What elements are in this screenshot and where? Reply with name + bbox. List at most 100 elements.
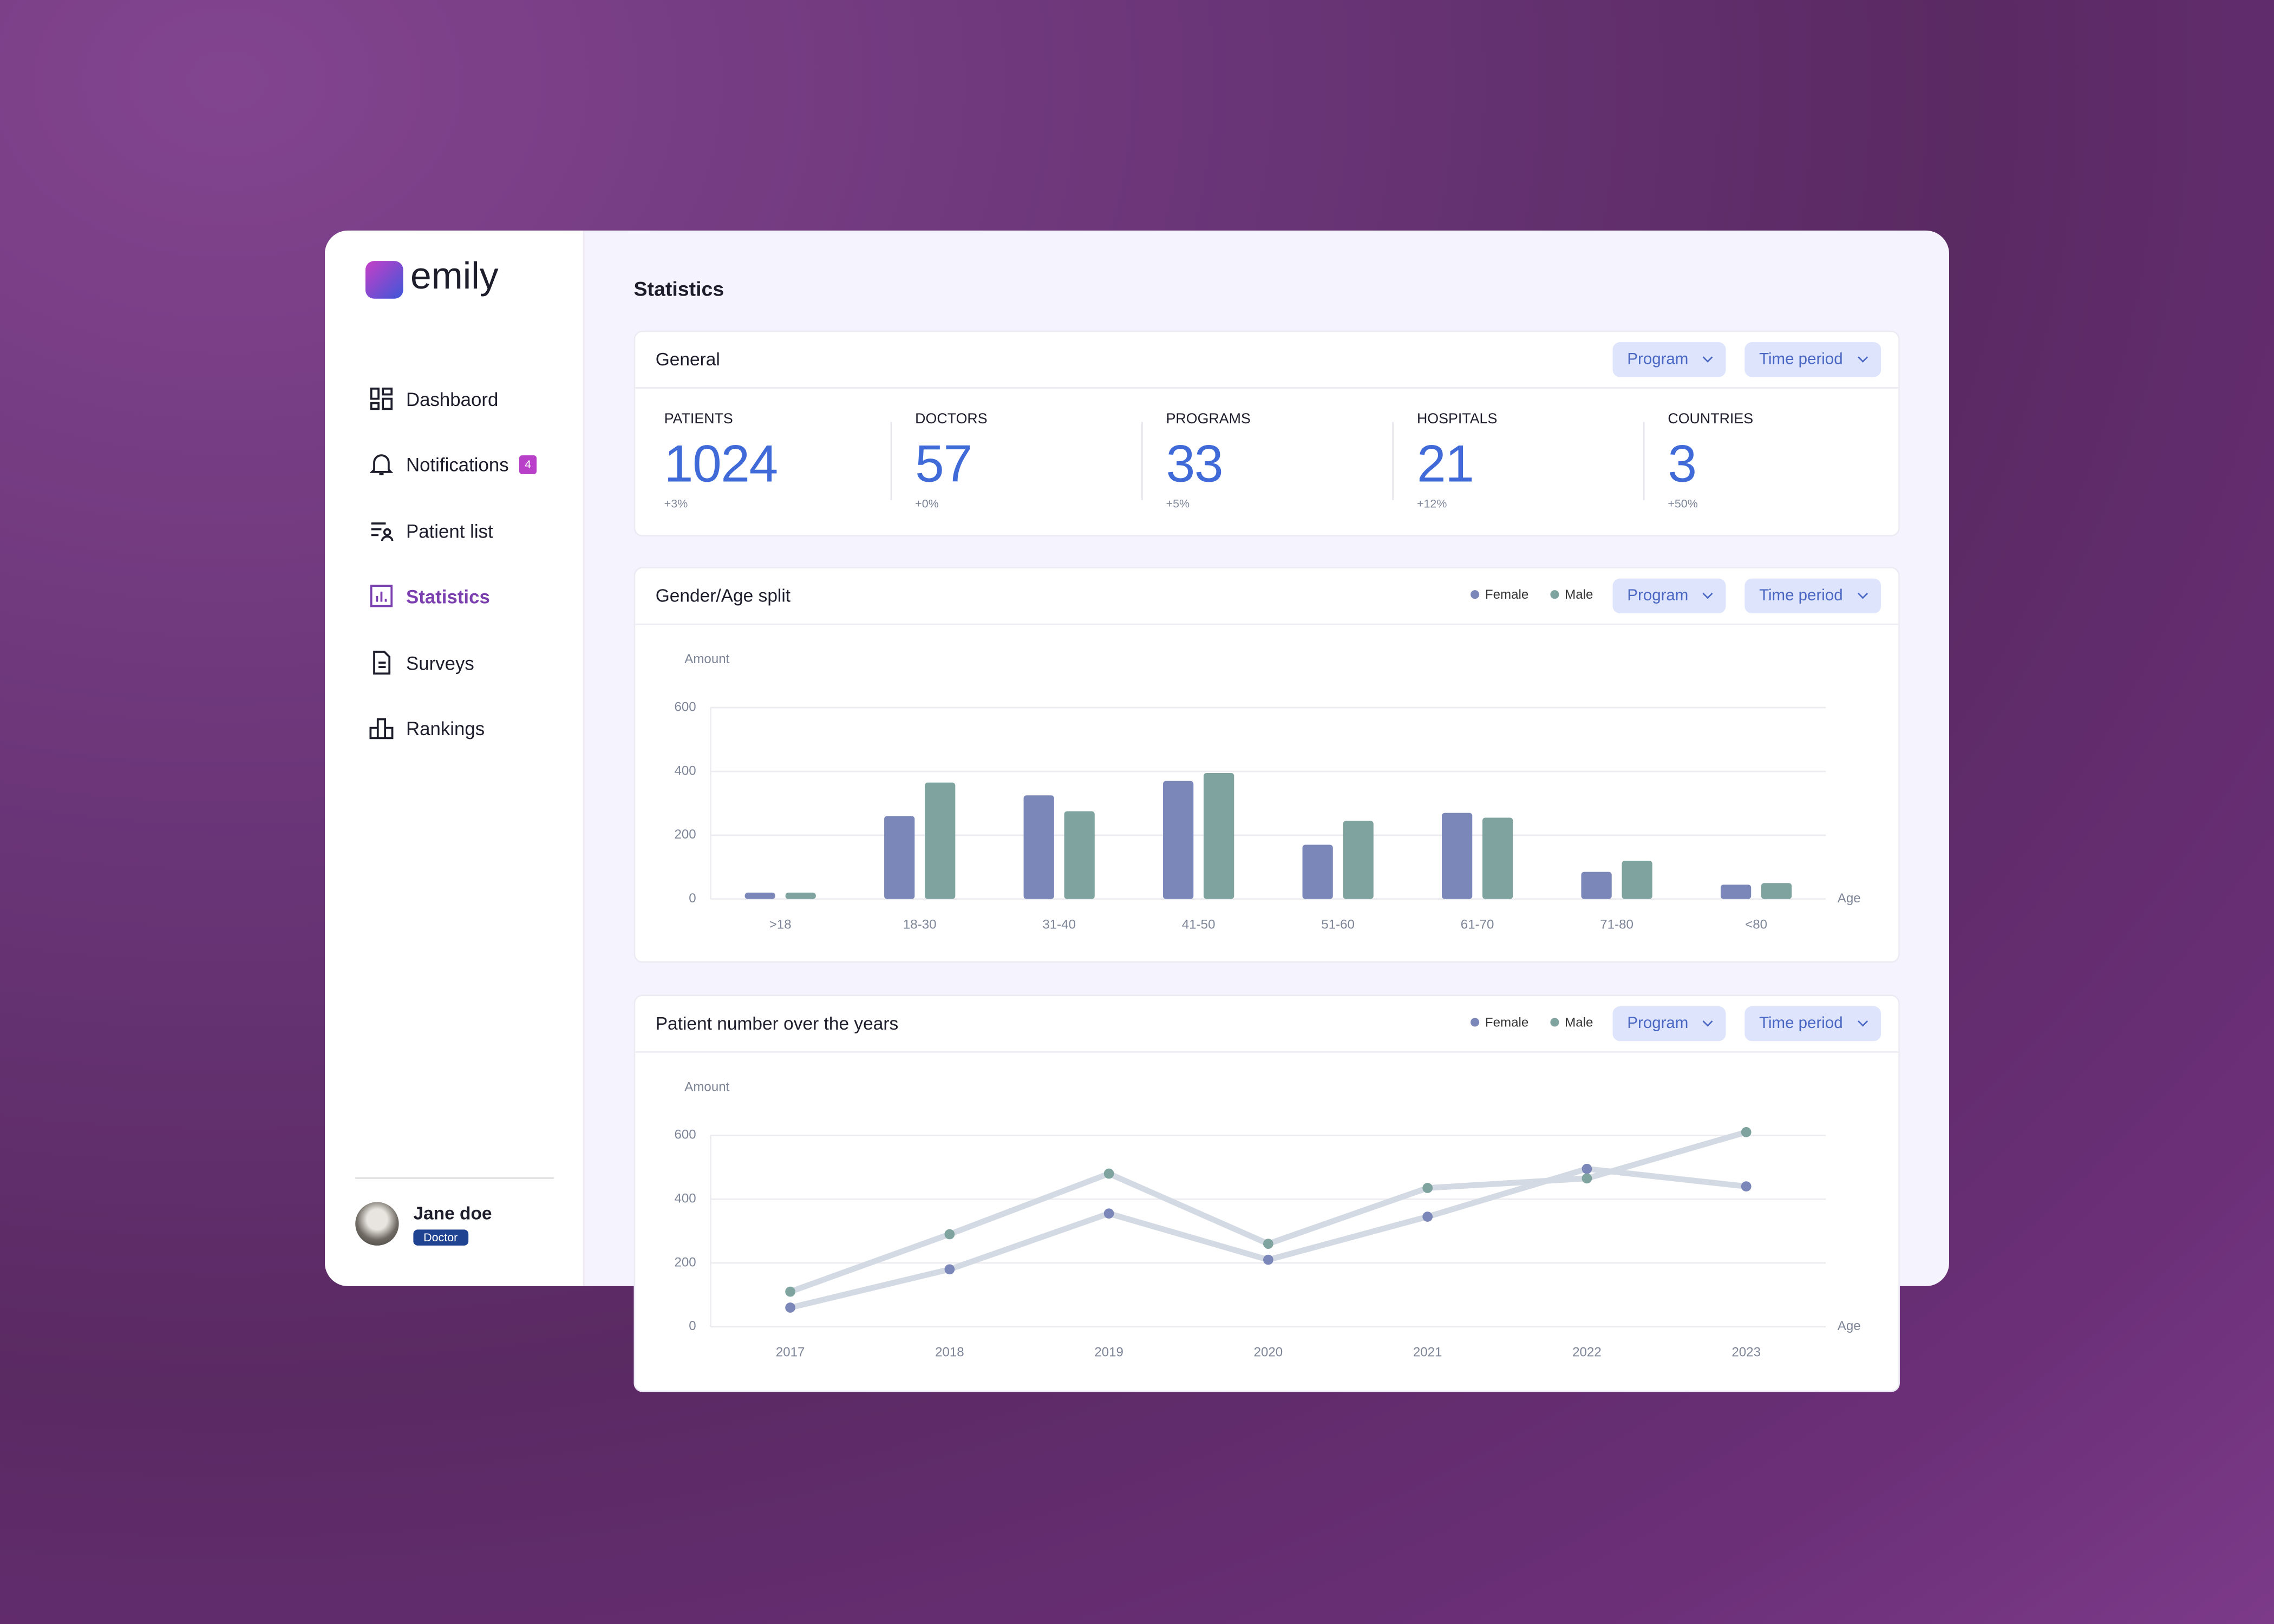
- y-tick-label: 400: [675, 763, 696, 778]
- legend-dot: [1550, 590, 1559, 599]
- point: [1103, 1208, 1114, 1219]
- x-tick-label: 71-80: [1600, 917, 1633, 932]
- stat-divider: [1141, 422, 1143, 501]
- stat-label: PATIENTS: [664, 411, 733, 428]
- x-axis-label: Age: [1838, 891, 1861, 906]
- point: [1582, 1173, 1592, 1184]
- stat-divider: [1392, 422, 1394, 501]
- nav-label: Patient list: [406, 520, 493, 542]
- stat-label: PROGRAMS: [1166, 411, 1251, 428]
- panel-title: Gender/Age split: [655, 586, 791, 606]
- nav-item[interactable]: Patient list: [368, 516, 493, 546]
- bar: [1622, 860, 1652, 899]
- nav-label: Notifications: [406, 453, 509, 475]
- filter-dropdown[interactable]: Program: [1612, 342, 1727, 377]
- stat-change: +0%: [915, 497, 939, 510]
- filter-dropdown[interactable]: Time period: [1744, 1006, 1881, 1042]
- stat-divider: [890, 422, 892, 501]
- icon: [370, 387, 393, 410]
- y-axis-label: Amount: [684, 652, 729, 666]
- chart: Amount Age 0 200 400 600 2017 2018 2019 2020 2021 2…: [675, 1079, 1861, 1359]
- bar: [1442, 813, 1473, 899]
- stat-change: +12%: [1416, 497, 1447, 510]
- line: [789, 1129, 1747, 1295]
- chart-panel: Amount Age 0 200 400 600 2017 2018 2019 2020 2021 2…: [633, 994, 1900, 1392]
- divider: [355, 1177, 554, 1179]
- point: [1263, 1239, 1273, 1249]
- x-tick-label: 61-70: [1461, 917, 1494, 932]
- x-tick-label: 2022: [1572, 1345, 1602, 1359]
- user-role: Doctor: [413, 1229, 468, 1246]
- x-tick-label: 51-60: [1321, 917, 1355, 932]
- bar: [744, 892, 775, 899]
- page-title: Statistics: [633, 277, 724, 300]
- bar: [1204, 772, 1234, 899]
- bar: [925, 782, 956, 899]
- icon: [370, 585, 393, 607]
- legend-dot: [1471, 590, 1480, 599]
- point: [1263, 1254, 1273, 1265]
- x-tick-label: 2018: [935, 1345, 964, 1359]
- x-tick-label: 41-50: [1182, 917, 1216, 932]
- filter-dropdown[interactable]: Time period: [1744, 342, 1881, 377]
- x-tick-label: <80: [1745, 917, 1767, 932]
- panel-title: General: [655, 349, 720, 370]
- icon: [369, 454, 394, 475]
- stat-change: +50%: [1668, 497, 1698, 510]
- legend-label: Male: [1565, 587, 1593, 602]
- x-tick-label: 2021: [1413, 1345, 1442, 1359]
- general-panel: General Program Time period PATIENTS 1024…: [633, 330, 1900, 537]
- bar: [785, 892, 816, 899]
- icon: [373, 651, 391, 675]
- stat: HOSPITALS 21 +12%: [1417, 412, 1497, 510]
- logo-text: emily: [410, 253, 499, 298]
- nav-item[interactable]: Notifications 4: [368, 449, 537, 479]
- nav-item[interactable]: Surveys: [368, 648, 474, 677]
- y-axis-label: Amount: [684, 1079, 729, 1094]
- sidebar: emily Dashbaord Notifications 4 Patient l…: [324, 230, 585, 1286]
- x-tick-label: 31-40: [1042, 917, 1076, 932]
- nav-item[interactable]: Dashbaord: [368, 384, 498, 414]
- point: [1422, 1183, 1433, 1193]
- user-name: Jane doe: [413, 1203, 492, 1224]
- stat-value: 1024: [664, 433, 779, 493]
- chart-panel: Amount Age 0 200 400 600 >18 18-30 31-40 41-50 51-…: [633, 567, 1900, 963]
- filter-dropdown[interactable]: Time period: [1744, 578, 1881, 614]
- stat-divider: [1643, 422, 1645, 501]
- x-tick-label: 2019: [1094, 1345, 1123, 1359]
- logo-icon: [365, 261, 403, 299]
- chart: Amount Age 0 200 400 600 >18 18-30 31-40 41-50 51-…: [675, 652, 1861, 932]
- nav-label: Statistics: [406, 585, 490, 607]
- point: [1103, 1168, 1114, 1179]
- point: [1741, 1181, 1752, 1191]
- bar: [1343, 821, 1374, 899]
- x-axis-label: Age: [1838, 1319, 1861, 1333]
- legend-item: Female: [1471, 587, 1528, 602]
- avatar: [355, 1202, 399, 1246]
- nav-item[interactable]: Statistics: [368, 581, 490, 611]
- nav-item[interactable]: Rankings: [368, 713, 485, 743]
- stat-change: +3%: [664, 497, 688, 510]
- y-tick-label: 200: [675, 1255, 696, 1269]
- panel-header: General Program Time period: [635, 332, 1899, 389]
- y-tick-label: 600: [675, 700, 696, 715]
- bar: [1023, 795, 1054, 899]
- stat-value: 33: [1166, 433, 1224, 493]
- legend-label: Female: [1485, 1014, 1529, 1030]
- point: [1741, 1127, 1752, 1137]
- bar: [1720, 885, 1752, 899]
- legend-dot: [1471, 1018, 1480, 1027]
- x-tick-label: 2020: [1254, 1345, 1283, 1359]
- stat-label: COUNTRIES: [1668, 411, 1754, 428]
- point: [944, 1229, 955, 1240]
- point: [1422, 1212, 1433, 1222]
- filter-dropdown[interactable]: Program: [1612, 1006, 1727, 1042]
- stat: DOCTORS 57 +0%: [915, 412, 987, 510]
- point: [785, 1286, 796, 1297]
- stat: COUNTRIES 3 +50%: [1668, 412, 1753, 510]
- filter-dropdown[interactable]: Program: [1612, 578, 1727, 614]
- y-tick-label: 200: [675, 827, 696, 842]
- point: [785, 1302, 796, 1313]
- stat-value: 57: [915, 433, 972, 493]
